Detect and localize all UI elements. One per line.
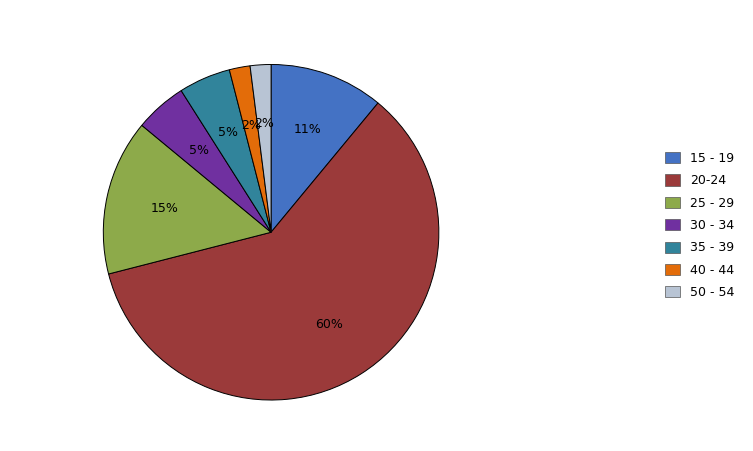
Wedge shape xyxy=(250,64,271,232)
Wedge shape xyxy=(142,91,271,232)
Text: 2%: 2% xyxy=(241,119,261,132)
Wedge shape xyxy=(181,70,271,232)
Wedge shape xyxy=(271,64,378,232)
Text: 5%: 5% xyxy=(218,126,238,138)
Text: 2%: 2% xyxy=(255,117,274,130)
Wedge shape xyxy=(103,125,271,274)
Text: 5%: 5% xyxy=(189,144,209,157)
Text: 60%: 60% xyxy=(316,318,343,331)
Text: 15%: 15% xyxy=(151,202,178,215)
Text: 11%: 11% xyxy=(294,123,322,136)
Wedge shape xyxy=(108,103,439,400)
Wedge shape xyxy=(230,66,271,232)
Legend: 15 - 19, 20-24, 25 - 29, 30 - 34, 35 - 39, 40 - 44, 50 - 54: 15 - 19, 20-24, 25 - 29, 30 - 34, 35 - 3… xyxy=(660,147,739,304)
Title: Věk: Věk xyxy=(251,0,291,4)
